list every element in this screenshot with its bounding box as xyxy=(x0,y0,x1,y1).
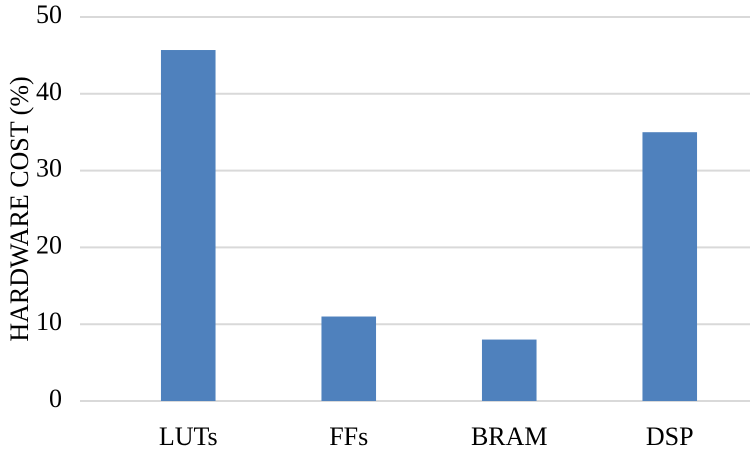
bar xyxy=(481,339,537,401)
y-tick-label: 0 xyxy=(49,384,62,413)
x-tick-label: FFs xyxy=(329,422,368,451)
y-tick-label: 10 xyxy=(36,307,62,336)
bar xyxy=(642,132,698,401)
bar xyxy=(160,50,216,402)
y-tick-label: 40 xyxy=(36,77,62,106)
y-tick-label: 30 xyxy=(36,154,62,183)
y-tick-label: 20 xyxy=(36,230,62,259)
y-tick-label: 50 xyxy=(36,0,62,29)
y-axis-title: HARDWARE COST (%) xyxy=(5,76,34,341)
x-tick-label: DSP xyxy=(646,422,694,451)
x-tick-label: BRAM xyxy=(471,422,548,451)
x-tick-label: LUTs xyxy=(159,422,218,451)
bar xyxy=(321,316,377,401)
